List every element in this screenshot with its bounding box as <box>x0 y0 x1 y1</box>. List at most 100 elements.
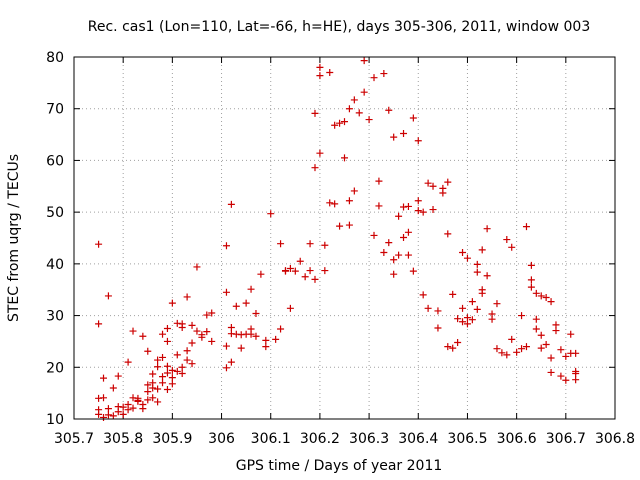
data-point <box>355 109 363 117</box>
data-point <box>552 321 560 329</box>
data-point <box>547 368 555 376</box>
data-point <box>390 256 398 264</box>
chart-title: Rec. cas1 (Lon=110, Lat=-66, h=HE), days… <box>88 19 590 35</box>
data-point <box>547 298 555 306</box>
data-point <box>459 318 467 326</box>
data-point <box>459 304 467 312</box>
data-point <box>449 344 457 352</box>
data-point <box>542 341 550 349</box>
data-point <box>478 289 486 297</box>
y-tick-label: 50 <box>46 205 64 221</box>
data-point <box>104 405 112 413</box>
data-points <box>95 57 580 421</box>
data-point <box>301 273 309 281</box>
data-point <box>208 309 216 317</box>
data-point <box>572 349 580 357</box>
data-point <box>434 307 442 315</box>
y-tick-label: 40 <box>46 257 64 273</box>
data-point <box>119 403 127 411</box>
data-point <box>345 221 353 229</box>
data-point <box>203 328 211 336</box>
data-point <box>139 401 147 409</box>
data-point <box>459 248 467 256</box>
data-point <box>247 330 255 338</box>
data-point <box>572 376 580 384</box>
data-point <box>232 302 240 310</box>
x-tick-label: 306.6 <box>497 431 537 447</box>
data-point <box>104 292 112 300</box>
data-point <box>385 239 393 247</box>
data-point <box>434 324 442 332</box>
data-point <box>527 283 535 291</box>
data-point <box>119 410 127 418</box>
data-point <box>429 182 437 190</box>
data-point <box>134 396 142 404</box>
data-point <box>326 199 334 207</box>
data-point <box>144 347 152 355</box>
data-point <box>473 305 481 313</box>
data-point <box>557 372 565 380</box>
data-point <box>237 344 245 352</box>
data-point <box>562 352 570 360</box>
data-point <box>163 386 171 394</box>
x-tick-label: 306.4 <box>398 431 438 447</box>
x-tick-label: 306.3 <box>349 431 389 447</box>
data-point <box>100 394 108 402</box>
data-point <box>522 343 530 351</box>
data-point <box>262 343 270 351</box>
data-point <box>409 114 417 122</box>
data-point <box>508 335 516 343</box>
y-tick-label: 70 <box>46 102 64 118</box>
data-point <box>173 367 181 375</box>
data-point <box>144 396 152 404</box>
data-point <box>473 268 481 276</box>
data-point <box>257 270 265 278</box>
data-point <box>306 240 314 248</box>
data-point <box>188 360 196 368</box>
data-point <box>385 106 393 114</box>
data-point <box>144 381 152 389</box>
data-point <box>547 354 555 362</box>
data-point <box>513 348 521 356</box>
data-point <box>390 270 398 278</box>
data-point <box>168 374 176 382</box>
data-point <box>518 312 526 320</box>
data-point <box>222 342 230 350</box>
data-point <box>95 410 103 418</box>
data-point <box>390 133 398 141</box>
data-point <box>262 336 270 344</box>
data-point <box>336 222 344 230</box>
data-point <box>414 197 422 205</box>
data-point <box>454 338 462 346</box>
x-tick-label: 305.8 <box>103 431 143 447</box>
data-point <box>508 243 516 251</box>
data-point <box>311 164 319 172</box>
data-point <box>449 290 457 298</box>
data-point <box>95 320 103 328</box>
data-point <box>439 189 447 197</box>
x-tick-label: 306.2 <box>300 431 340 447</box>
y-tick-label: 20 <box>46 360 64 376</box>
data-point <box>468 298 476 306</box>
data-point <box>557 346 565 354</box>
data-point <box>281 267 289 275</box>
data-point <box>183 293 191 301</box>
data-point <box>203 311 211 319</box>
data-point <box>562 376 570 384</box>
data-point <box>518 345 526 353</box>
data-point <box>222 288 230 296</box>
data-point <box>188 321 196 329</box>
data-point <box>286 304 294 312</box>
data-point <box>168 366 176 374</box>
x-tick-label: 306.8 <box>595 431 635 447</box>
data-point <box>532 289 540 297</box>
data-point <box>222 364 230 372</box>
data-point <box>360 88 368 96</box>
data-point <box>100 413 108 421</box>
data-point <box>163 369 171 377</box>
data-point <box>104 411 112 419</box>
data-point <box>336 119 344 127</box>
data-point <box>375 202 383 210</box>
data-point <box>321 267 329 275</box>
data-point <box>537 344 545 352</box>
